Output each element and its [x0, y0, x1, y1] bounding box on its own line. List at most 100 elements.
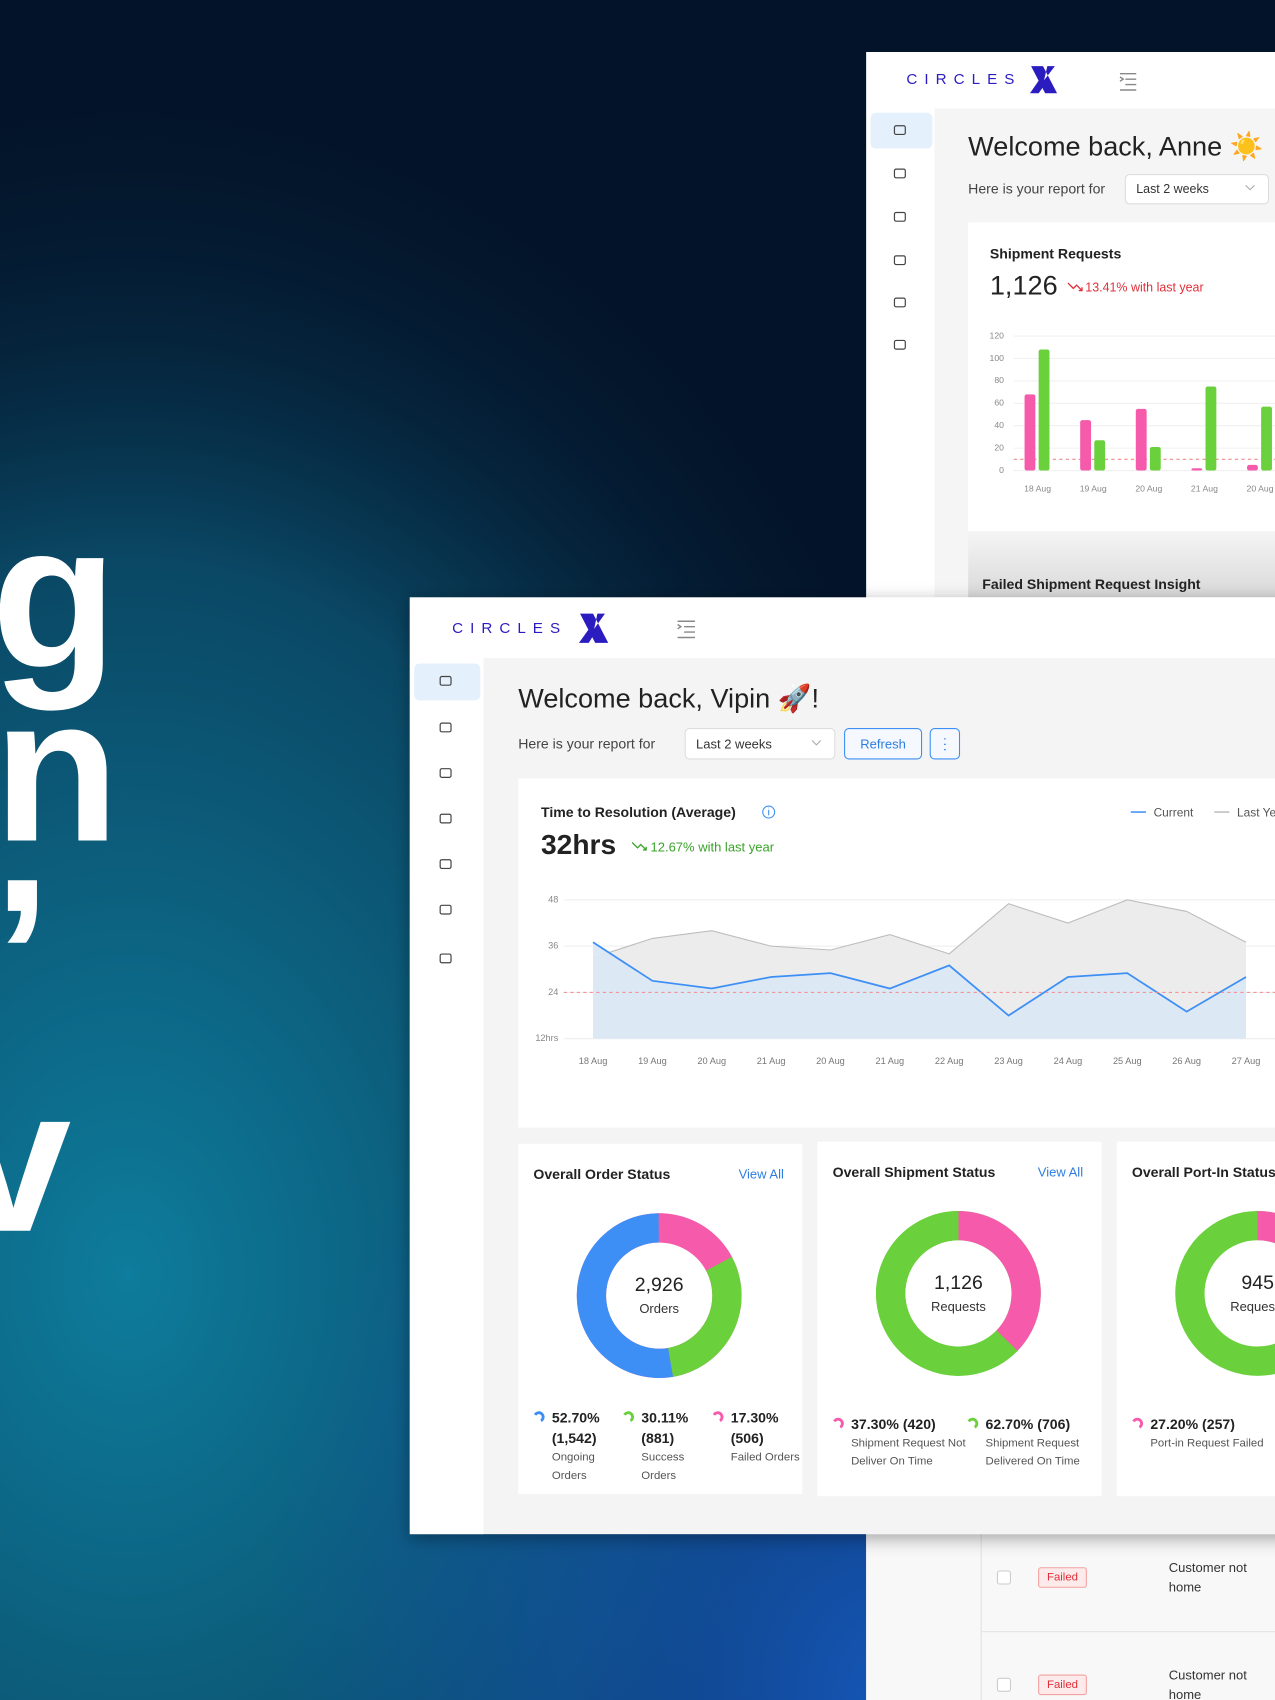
legend-label: Last Year — [1237, 805, 1275, 819]
hero-fragment: n — [0, 654, 119, 884]
legend-value: 27.20% (257) — [1150, 1414, 1265, 1435]
trend-icon — [1067, 282, 1083, 292]
view-all-link[interactable]: View All — [739, 1167, 784, 1182]
y-tick-label: 120 — [990, 330, 1005, 340]
table — [866, 1534, 1275, 1700]
card — [817, 1141, 1102, 1497]
card — [518, 1143, 803, 1495]
y-tick-label: 20 — [994, 442, 1004, 452]
trend-icon — [631, 841, 647, 851]
range-select[interactable] — [1124, 174, 1270, 205]
refresh-button[interactable] — [844, 728, 923, 760]
legend-item: 52.70% (1,542)Ongoing Orders — [551, 1409, 600, 1483]
sidebar-icons — [893, 125, 906, 350]
donut-segment — [958, 1211, 1041, 1351]
legend-item: 62.70% (706)Shipment Request Delivered O… — [986, 1414, 1101, 1471]
sidebar-active — [870, 112, 933, 149]
legend-name: Ongoing Orders — [551, 1450, 595, 1483]
legend-name-wrap: Port-in Request Failed — [1150, 1434, 1265, 1452]
legend-name: Port-in Request Failed — [1150, 1436, 1264, 1450]
nav-icon — [893, 297, 906, 308]
nav-icon — [439, 675, 452, 686]
x-tick-label: 25 Aug — [1113, 1056, 1142, 1066]
sidebar — [409, 658, 484, 1535]
legend-label: Current — [1154, 805, 1194, 819]
donut-total: 1,126 — [934, 1272, 983, 1294]
bar — [1191, 468, 1203, 471]
card-title: Overall Order Status — [533, 1166, 670, 1182]
sidebar-active — [414, 663, 481, 701]
bar — [1080, 420, 1092, 471]
status-label: Failed — [1047, 1571, 1078, 1583]
legend-marker — [623, 1411, 635, 1422]
x-tick-label: 20 Aug — [697, 1056, 726, 1066]
donut-unit: Requests — [931, 1299, 986, 1314]
legend-name: Success Orders — [641, 1450, 685, 1483]
logo: CIRCLES — [906, 71, 1021, 88]
legend-name-wrap: Shipment Request Delivered On Time — [986, 1434, 1101, 1471]
card-value: 1,126 — [990, 269, 1058, 300]
nav-icon — [893, 339, 906, 350]
sidebar-icons — [439, 675, 452, 964]
legend-marker — [967, 1417, 979, 1429]
legend-count: (706) — [1037, 1415, 1071, 1433]
legend-percent: 27.20% — [1150, 1415, 1199, 1433]
reason-wrap: Customer not home — [1169, 1665, 1267, 1700]
legend-text: 27.20% (257) Port-in Request Failed — [1150, 1414, 1265, 1453]
y-tick-label: 24 — [548, 987, 558, 997]
x-tick-label: 22 Aug — [935, 1056, 964, 1066]
logo: CIRCLES — [452, 620, 567, 637]
x-tick-label: 18 Aug — [1024, 483, 1051, 493]
x-tick-label: 19 Aug — [1080, 483, 1107, 493]
card-title: Time to Resolution (Average) — [541, 804, 736, 820]
front-window: CIRCLES Welcome back, Vipin 🚀! Here is y… — [409, 597, 1275, 1535]
legend-count: (1,542) — [551, 1430, 597, 1447]
x-tick-label: 21 Aug — [757, 1056, 786, 1066]
x-tick-label: 21 Aug — [876, 1056, 905, 1066]
legend-name: Shipment Request Delivered On Time — [985, 1436, 1080, 1468]
x-tick-label: 26 Aug — [1172, 1056, 1201, 1066]
hero-text: gn, v — [0, 481, 119, 1275]
legend-item: 27.20% (257)Port-in Request Failed — [1150, 1414, 1265, 1453]
logo-mark — [1029, 66, 1058, 94]
reason-cell: Customer not home — [1169, 1560, 1247, 1595]
legend-value: 37.30% (420) — [851, 1414, 966, 1435]
donut-segment — [876, 1211, 1018, 1376]
header — [409, 597, 1275, 659]
hero-fragment: v — [0, 1045, 71, 1275]
view-all-link[interactable]: View All — [1038, 1165, 1083, 1180]
status-badge — [1038, 1567, 1087, 1588]
header — [866, 52, 1275, 109]
donut-total: 2,926 — [635, 1274, 684, 1296]
greeting: Welcome back, Anne ☀️ — [968, 130, 1264, 163]
nav-icon — [439, 859, 452, 870]
x-tick-label: 20 Aug — [1247, 483, 1274, 493]
legend-count: (881) — [641, 1430, 675, 1447]
report-label: Here is your report for — [968, 180, 1105, 196]
card-value: 32hrs — [541, 828, 616, 860]
nav-icon — [893, 255, 906, 266]
donut-segment — [668, 1256, 742, 1377]
donut-segment — [658, 1213, 732, 1271]
bar — [1261, 406, 1272, 471]
status-cards: Overall Order Status View All 2,926 Orders 5… — [518, 1141, 1275, 1497]
checkbox — [996, 1570, 1012, 1585]
legend-percent: 37.30% — [851, 1415, 899, 1433]
bar — [1247, 464, 1258, 471]
nav-icon — [439, 953, 452, 964]
chevron — [811, 740, 822, 746]
y-tick-label: 80 — [994, 375, 1004, 385]
legend-percent: 30.11% — [641, 1409, 689, 1426]
legend-percent: 17.30% — [730, 1409, 779, 1426]
y-tick-label: 60 — [994, 398, 1004, 408]
info-icon — [762, 805, 776, 819]
legend-value: 30.11% (881) — [641, 1407, 715, 1448]
range-select[interactable] — [684, 728, 836, 760]
legend-text: 17.30% (506) Failed Orders — [731, 1407, 805, 1467]
area — [593, 942, 1246, 1039]
x-tick-label: 21 Aug — [1191, 483, 1218, 493]
legend-text: 62.70% (706) Shipment Request Delivered O… — [986, 1414, 1101, 1471]
bar — [1024, 394, 1036, 471]
nav-icon — [439, 904, 452, 915]
